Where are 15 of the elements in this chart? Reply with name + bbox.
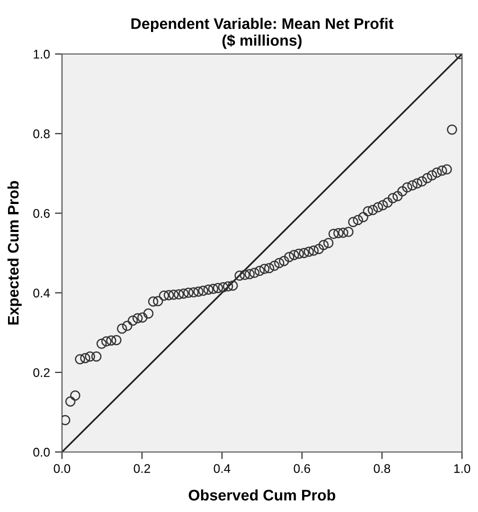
- x-axis-title: Observed Cum Prob: [188, 489, 336, 501]
- y-tick-label: 0.4: [33, 288, 50, 298]
- y-axis-title: Expected Cum Prob: [7, 181, 22, 325]
- x-tick-label: 0.0: [54, 464, 70, 473]
- y-tick-label: 0.2: [33, 368, 50, 378]
- x-tick-label: 0.2: [134, 464, 150, 473]
- y-tick-label: 1.0: [34, 50, 50, 59]
- x-tick-label: 1.0: [454, 464, 470, 473]
- x-tick-label: 0.8: [374, 464, 390, 473]
- y-tick-label: 0.0: [33, 448, 50, 457]
- chart-title: Dependent Variable: Mean Net Profit ($ millions): [131, 18, 394, 49]
- x-tick-label: 0.4: [214, 464, 230, 473]
- x-tick-label: 0.6: [294, 464, 310, 473]
- y-tick-label: 0.6: [33, 209, 50, 218]
- y-tick-label: 0.8: [33, 129, 50, 138]
